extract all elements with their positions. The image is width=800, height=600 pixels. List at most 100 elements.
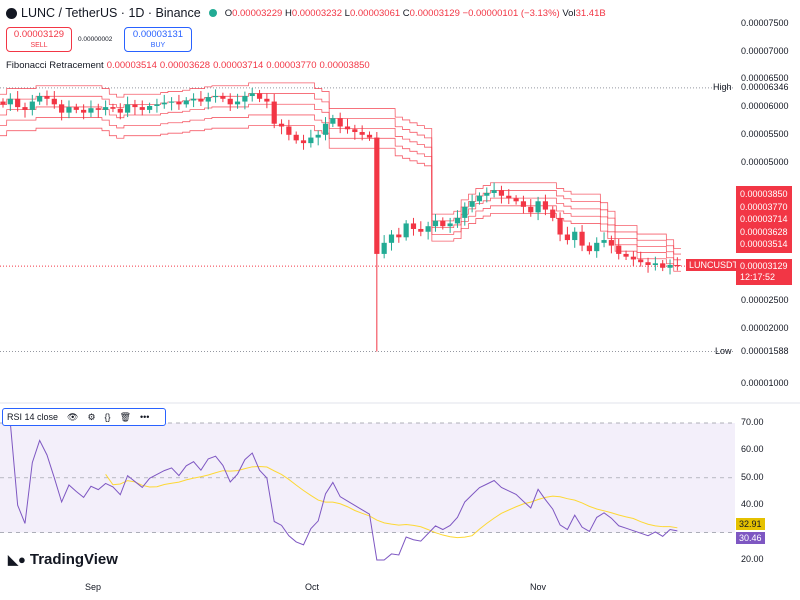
candle-body	[616, 245, 622, 254]
price-tick-label: 0.00006500	[741, 73, 789, 84]
rsi-value-tag: 30.46	[736, 531, 765, 544]
candle-body	[59, 104, 65, 113]
sell-button[interactable]: 0.00003129 SELL	[6, 27, 72, 52]
candle-body	[103, 107, 109, 110]
candle-body	[227, 98, 233, 105]
buy-button[interactable]: 0.00003131 BUY	[124, 27, 192, 52]
candle-body	[652, 263, 658, 265]
price-tick-label: 0.00001000	[741, 378, 789, 389]
candle-body	[337, 118, 343, 127]
candle-body	[396, 234, 402, 238]
candle-body	[513, 198, 519, 202]
price-tick-label: 0.00005000	[741, 156, 789, 167]
candle-body	[579, 231, 585, 246]
candle-body	[117, 108, 123, 113]
market-status-icon	[208, 9, 217, 17]
symbol-tag: LUNCUSDT	[686, 259, 742, 272]
candle-body	[440, 220, 446, 227]
candle-body	[366, 134, 373, 138]
candle-body	[498, 190, 505, 196]
symbol-title[interactable]: LUNC / TetherUS · 1D · Binance	[21, 6, 201, 20]
price-tick-label: 0.00007000	[741, 45, 789, 56]
candle-body	[667, 264, 673, 268]
low-value: 0.00001588	[741, 345, 789, 356]
candle-body	[51, 98, 57, 105]
candle-body	[88, 108, 94, 113]
candle-body	[462, 206, 468, 218]
candle-body	[344, 126, 351, 130]
candle-body	[564, 234, 571, 241]
candle-body	[322, 123, 329, 135]
last-price-tag: 0.00003129 12:17:52	[736, 259, 792, 286]
candle-body	[73, 107, 79, 110]
rsi-legend[interactable]: RSI 14 close 👁 ⚙ {} 🗑 •••	[2, 408, 166, 426]
candle-body	[154, 104, 160, 106]
candle-body	[315, 134, 321, 138]
candle-body	[198, 98, 204, 102]
rsi-ma-tag: 32.91	[736, 518, 765, 531]
candle-body	[147, 105, 153, 110]
candle-body	[630, 256, 636, 260]
candle-body	[22, 107, 28, 110]
price-tick-label: 0.00002500	[741, 295, 789, 305]
price-tick-label: 0.00005500	[741, 128, 789, 139]
fib-band-line	[0, 82, 681, 249]
candle-body	[352, 129, 358, 133]
candle-body	[550, 209, 556, 218]
candle-body	[674, 264, 680, 267]
rsi-tick-label: 20.00	[741, 554, 764, 564]
time-axis-label: Sep	[85, 582, 102, 592]
candle-body	[168, 101, 175, 103]
candle-body	[81, 109, 87, 113]
candle-body	[660, 263, 666, 268]
candle-body	[0, 101, 6, 105]
candle-body	[7, 98, 13, 105]
candle-body	[212, 96, 219, 98]
ohlc-values: O0.00003229 H0.00003232 L0.00003061 C0.0…	[224, 7, 606, 19]
candle-body	[506, 195, 512, 199]
candle-body	[608, 240, 614, 246]
candle-body	[484, 192, 490, 196]
candle-body	[491, 190, 497, 193]
candle-body	[264, 98, 270, 102]
candle-body	[388, 234, 395, 243]
candle-body	[542, 201, 549, 210]
fib-legend[interactable]: Fibonacci Retracement 0.00003514 0.0000362…	[6, 60, 370, 71]
candle-body	[432, 220, 439, 227]
candle-body	[161, 102, 167, 105]
candle-body	[557, 217, 563, 235]
candle-body	[44, 96, 50, 99]
eye-icon[interactable]: 👁	[67, 411, 79, 422]
candle-body	[139, 107, 145, 110]
price-tick-label: 0.00006000	[741, 101, 789, 112]
delete-icon[interactable]: 🗑	[119, 411, 131, 422]
candle-body	[601, 240, 607, 243]
candle-body	[278, 123, 285, 127]
candle-body	[256, 93, 263, 99]
candle-body	[594, 242, 600, 252]
rsi-label: RSI 14 close	[7, 412, 59, 422]
candle-body	[374, 137, 380, 254]
candle-body	[125, 104, 131, 113]
candle-body	[300, 140, 307, 144]
high-value: 0.00006346	[741, 81, 789, 92]
low-label: Low	[715, 345, 732, 356]
price-tick-label: 0.00007500	[741, 18, 789, 28]
candle-body	[110, 107, 116, 109]
candle-body	[403, 223, 409, 238]
candle-body	[15, 98, 21, 108]
candle-body	[308, 137, 314, 144]
rsi-tick-label: 50.00	[741, 471, 764, 482]
candle-body	[330, 118, 336, 124]
source-code-icon[interactable]: {}	[104, 412, 111, 422]
candle-body	[410, 223, 417, 229]
candle-body	[469, 201, 475, 207]
tradingview-logo: ◣● TradingView	[8, 551, 118, 568]
more-icon[interactable]: •••	[140, 412, 150, 422]
settings-icon[interactable]: ⚙	[87, 411, 96, 422]
candle-body	[638, 259, 644, 263]
candle-body	[520, 201, 527, 207]
candle-body	[234, 101, 241, 105]
candle-body	[205, 97, 211, 102]
